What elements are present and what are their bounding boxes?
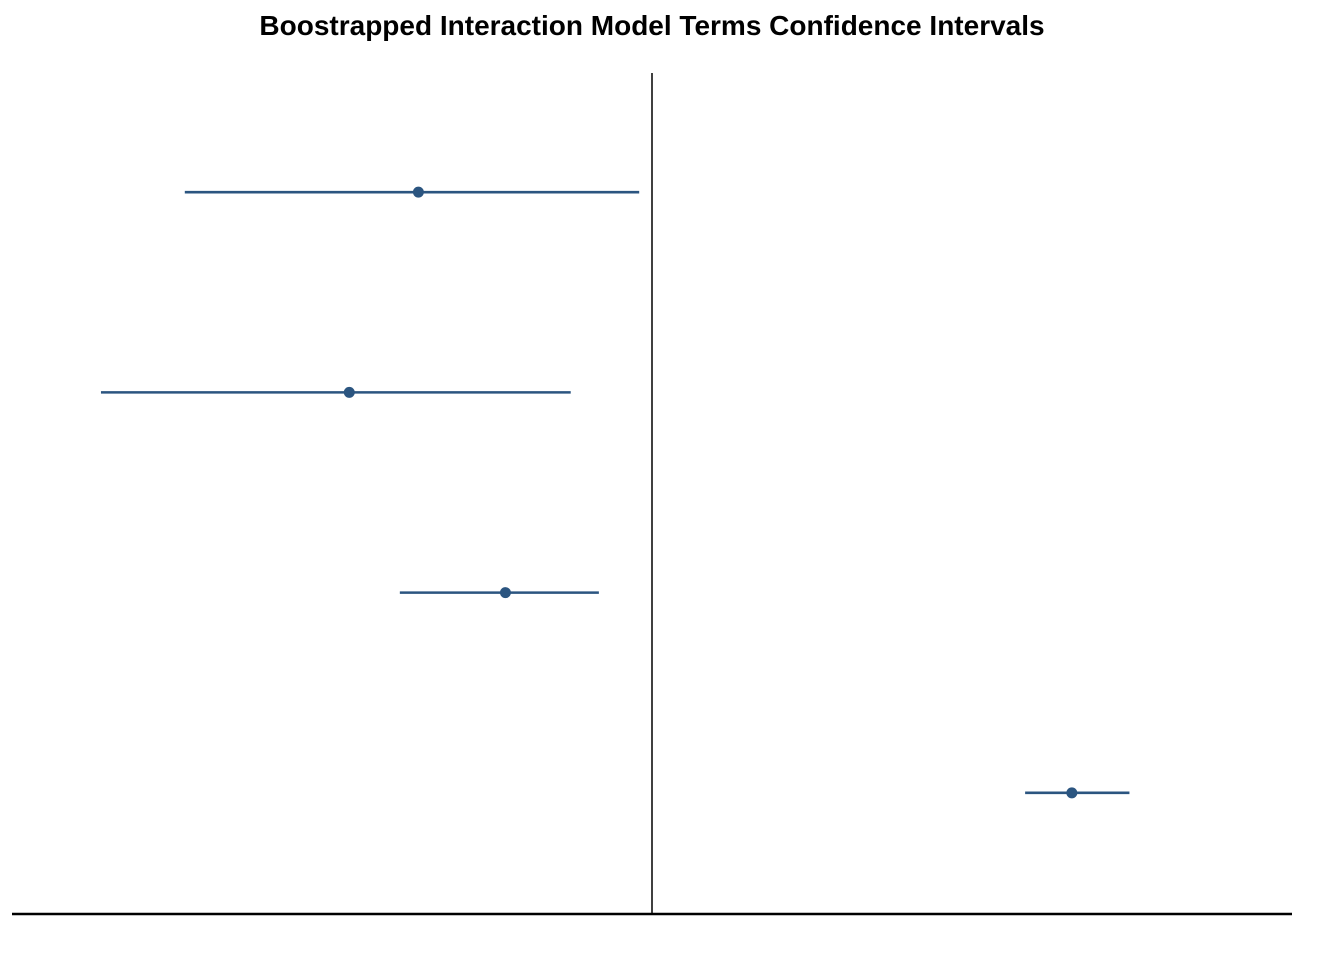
point-estimate-4: [1066, 787, 1078, 799]
point-estimate-3: [499, 587, 511, 599]
point-estimate-2: [343, 386, 355, 398]
chart-title: Boostrapped Interaction Model Terms Conf…: [259, 10, 1044, 41]
point-estimate-1: [412, 186, 424, 198]
interval-marks: [100, 186, 1130, 799]
